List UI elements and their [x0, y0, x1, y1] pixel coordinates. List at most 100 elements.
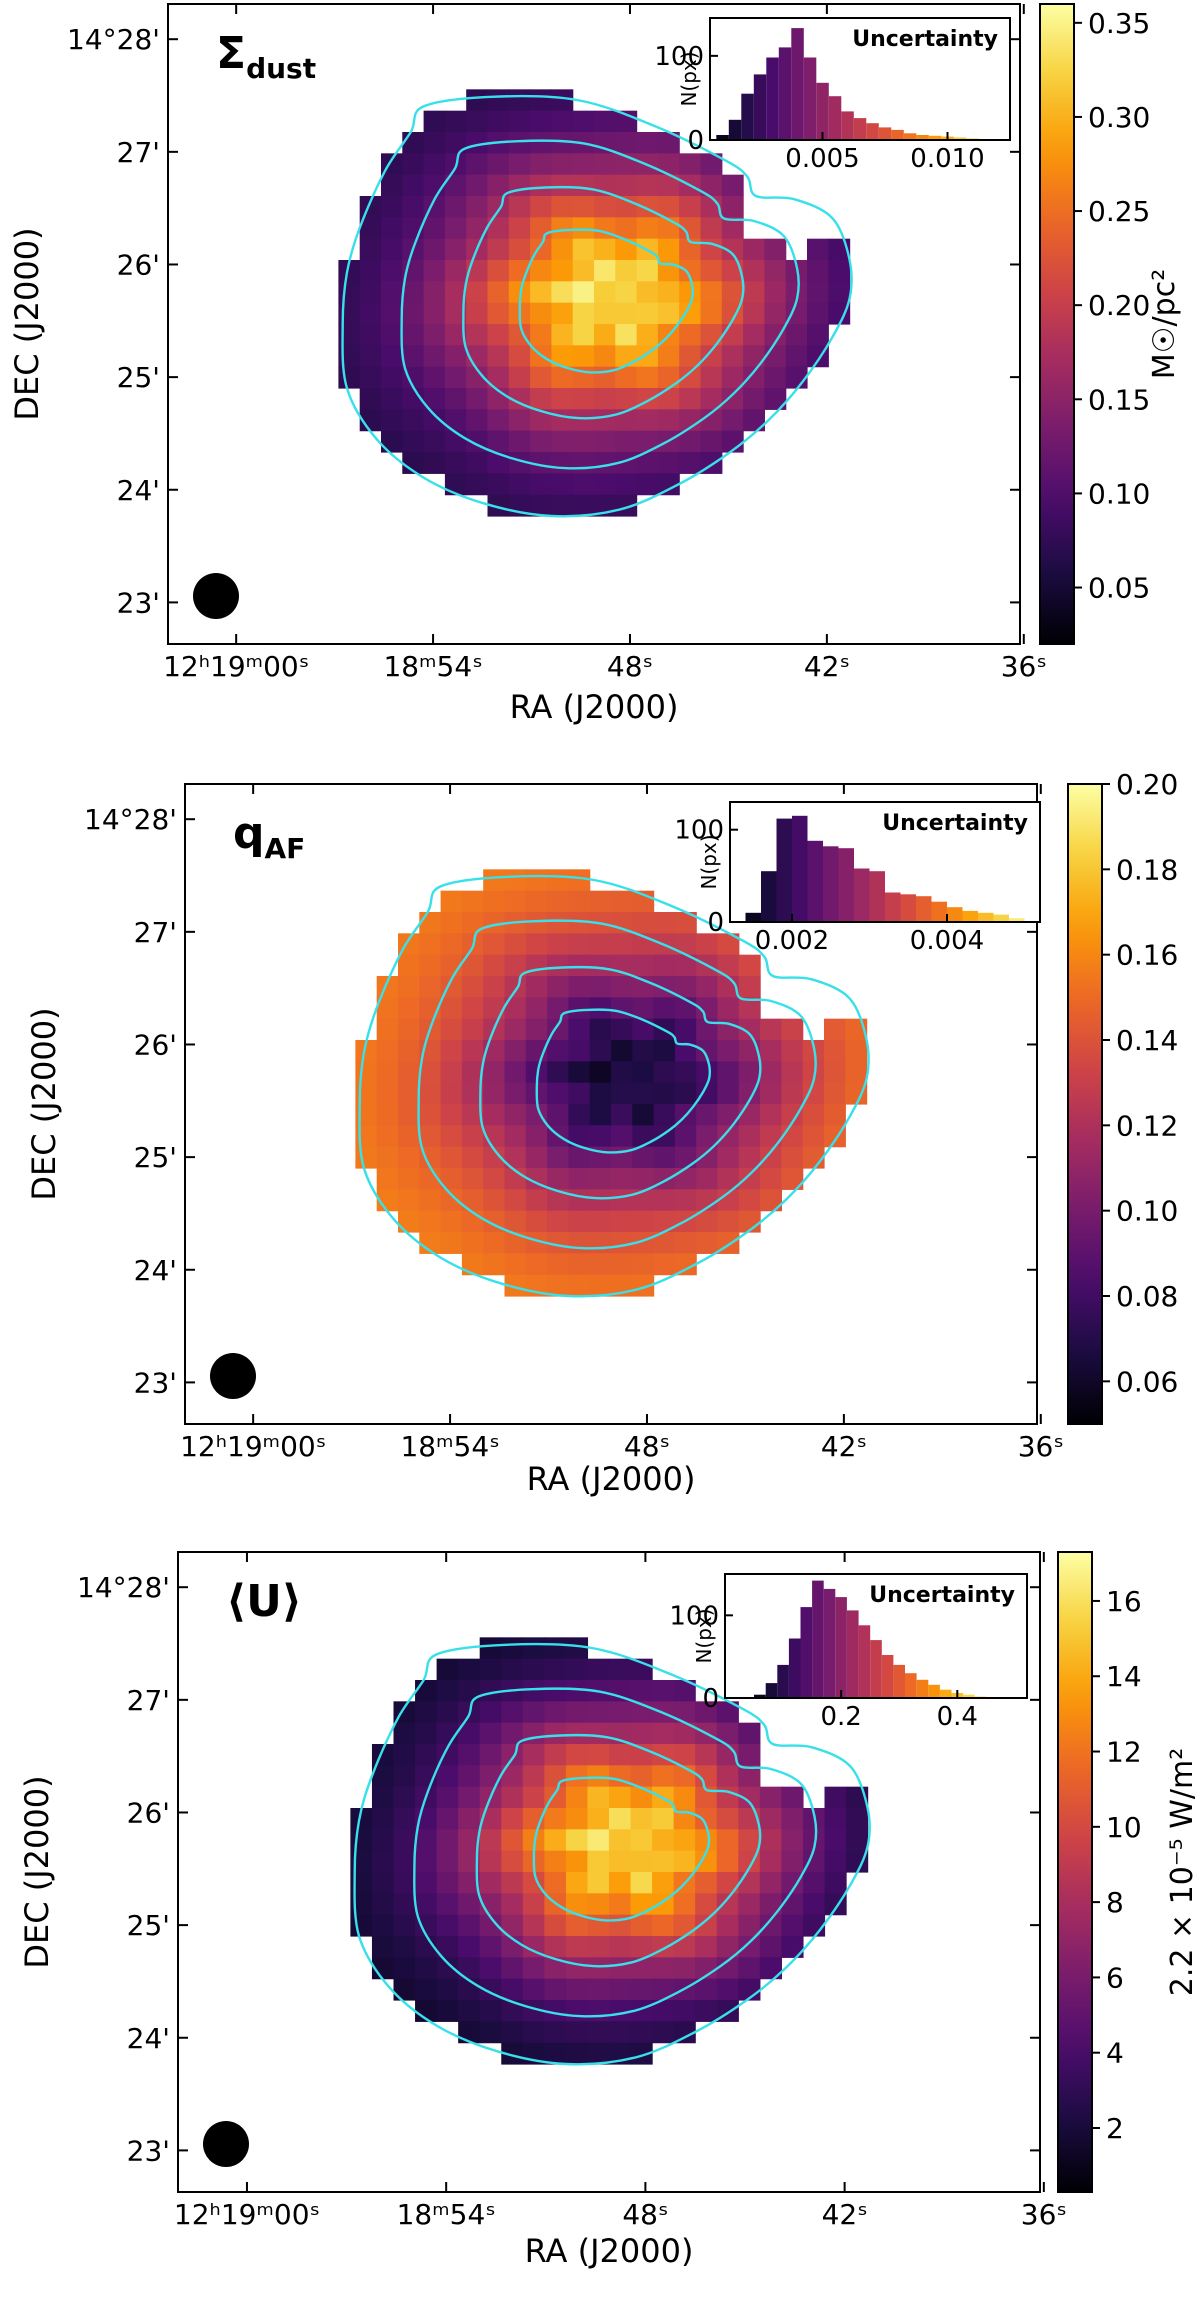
heatmap-pixel [402, 174, 425, 197]
heatmap-pixel [458, 1914, 481, 1937]
heatmap-pixel [716, 1829, 739, 1852]
inset-x-tick-label: 0.002 [755, 926, 829, 956]
heatmap-pixel [551, 345, 574, 368]
heatmap-pixel [508, 238, 531, 261]
heatmap-pixel [717, 1040, 740, 1062]
heatmap-pixel [572, 238, 595, 261]
colorbar-tick-label: 0.05 [1088, 572, 1150, 605]
heatmap-pixel [695, 2000, 718, 2022]
heatmap-pixel [781, 1168, 804, 1190]
contour-level-1 [413, 1687, 818, 2018]
heatmap-pixel [594, 281, 616, 304]
heatmap-pixel [679, 238, 702, 261]
heatmap-pixel [551, 430, 574, 453]
heatmap-pixel [479, 1658, 502, 1681]
heatmap-pixel [440, 997, 463, 1020]
contour-lines [353, 1642, 871, 2066]
heatmap-pixel [587, 1957, 610, 1980]
heatmap-pixel [630, 1893, 653, 1916]
heatmap-pixel [359, 345, 382, 368]
heatmap-pixel [501, 2021, 524, 2044]
heatmap-pixel [530, 473, 552, 496]
heatmap-pixel [530, 388, 552, 410]
heatmap-pixel [551, 217, 574, 240]
heatmap-pixel [716, 1893, 739, 1916]
heatmap-pixel [461, 1232, 484, 1254]
heatmap-pixel [700, 388, 723, 410]
heatmap-pixel [589, 1232, 612, 1254]
heatmap-pixel [547, 1061, 569, 1084]
heatmap-pixel [738, 1018, 761, 1041]
heatmap-pixel [657, 174, 680, 197]
y-tick-label: 27' [127, 1684, 170, 1717]
heatmap-pixel [696, 1232, 719, 1254]
heatmap-pixels [350, 1637, 869, 2065]
heatmap-pixel [544, 1978, 567, 2001]
heatmap-pixel [522, 1978, 545, 2001]
x-tick-label: 12ʰ19ᵐ00ˢ [180, 1430, 326, 1463]
heatmap-pixel [636, 302, 659, 325]
inset-title: Uncertainty [882, 811, 1028, 836]
heatmap-pixel [587, 2000, 610, 2022]
colorbar-tick-label: 0.08 [1116, 1280, 1178, 1313]
heatmap-pixel [674, 1061, 697, 1084]
heatmap-pixel [483, 954, 506, 977]
heatmap-pixel [700, 174, 723, 197]
heatmap-pixel [743, 324, 765, 346]
heatmap-pixel [530, 260, 552, 282]
histogram-bar [816, 82, 829, 140]
heatmap-pixel [657, 473, 680, 496]
heatmap-pixel [572, 110, 595, 133]
heatmap-pixel [415, 1722, 438, 1745]
heatmap-pixel [525, 1232, 548, 1254]
heatmap-pixel [738, 1061, 761, 1084]
heatmap-pixel [696, 1125, 719, 1148]
heatmap-pixel [568, 1274, 591, 1297]
histogram-bar [754, 1694, 766, 1698]
heatmap-pixel [402, 345, 425, 368]
heatmap-pixel [359, 324, 382, 346]
heatmap-pixel [440, 912, 463, 934]
heatmap-pixel [589, 997, 612, 1020]
y-tick-label: 24' [117, 474, 160, 507]
x-tick-label: 36ˢ [1018, 1430, 1064, 1463]
heatmap-pixel [381, 174, 403, 197]
heatmap-pixel [487, 89, 510, 112]
heatmap-pixel [594, 238, 616, 261]
heatmap-pixel [393, 1850, 416, 1873]
heatmap-pixel [568, 997, 591, 1020]
heatmap-pixel [587, 2042, 610, 2065]
inset-x-tick-label: 0.010 [910, 144, 984, 174]
heatmap-pixel [440, 1104, 463, 1126]
heatmap-pixel [700, 345, 723, 368]
heatmap-pixel [544, 1850, 567, 1873]
heatmap-pixel [551, 174, 574, 197]
heatmap-pixel [551, 89, 574, 112]
heatmap-pixel [376, 1104, 399, 1126]
heatmap-pixel [824, 1061, 846, 1084]
heatmap-pixel [359, 366, 382, 389]
heatmap-pixel [568, 954, 591, 977]
heatmap-pixel [636, 452, 659, 474]
histogram-bar [788, 1638, 801, 1698]
heatmap-pixel [359, 260, 382, 282]
heatmap-pixel [716, 1701, 739, 1724]
x-tick-label: 48ˢ [622, 2198, 668, 2231]
heatmap-pixel [738, 997, 761, 1020]
heatmap-pixel [802, 1125, 825, 1148]
heatmap-pixel [679, 452, 702, 474]
heatmap-pixel [824, 1850, 847, 1873]
histogram-bar [866, 123, 879, 140]
heatmap-pixel [544, 1808, 567, 1830]
heatmap-pixel [479, 2000, 502, 2022]
histogram-bar [835, 1597, 847, 1698]
heatmap-pixel [487, 281, 510, 304]
heatmap-pixel [436, 1786, 459, 1809]
heatmap-pixel [764, 388, 787, 410]
heatmap-pixel [696, 1168, 719, 1190]
heatmap-pixel [525, 933, 548, 956]
heatmap-pixel [568, 890, 591, 913]
heatmap-pixel [466, 89, 489, 112]
heatmap-pixel [376, 1082, 399, 1105]
heatmap-pixel [760, 1018, 782, 1041]
